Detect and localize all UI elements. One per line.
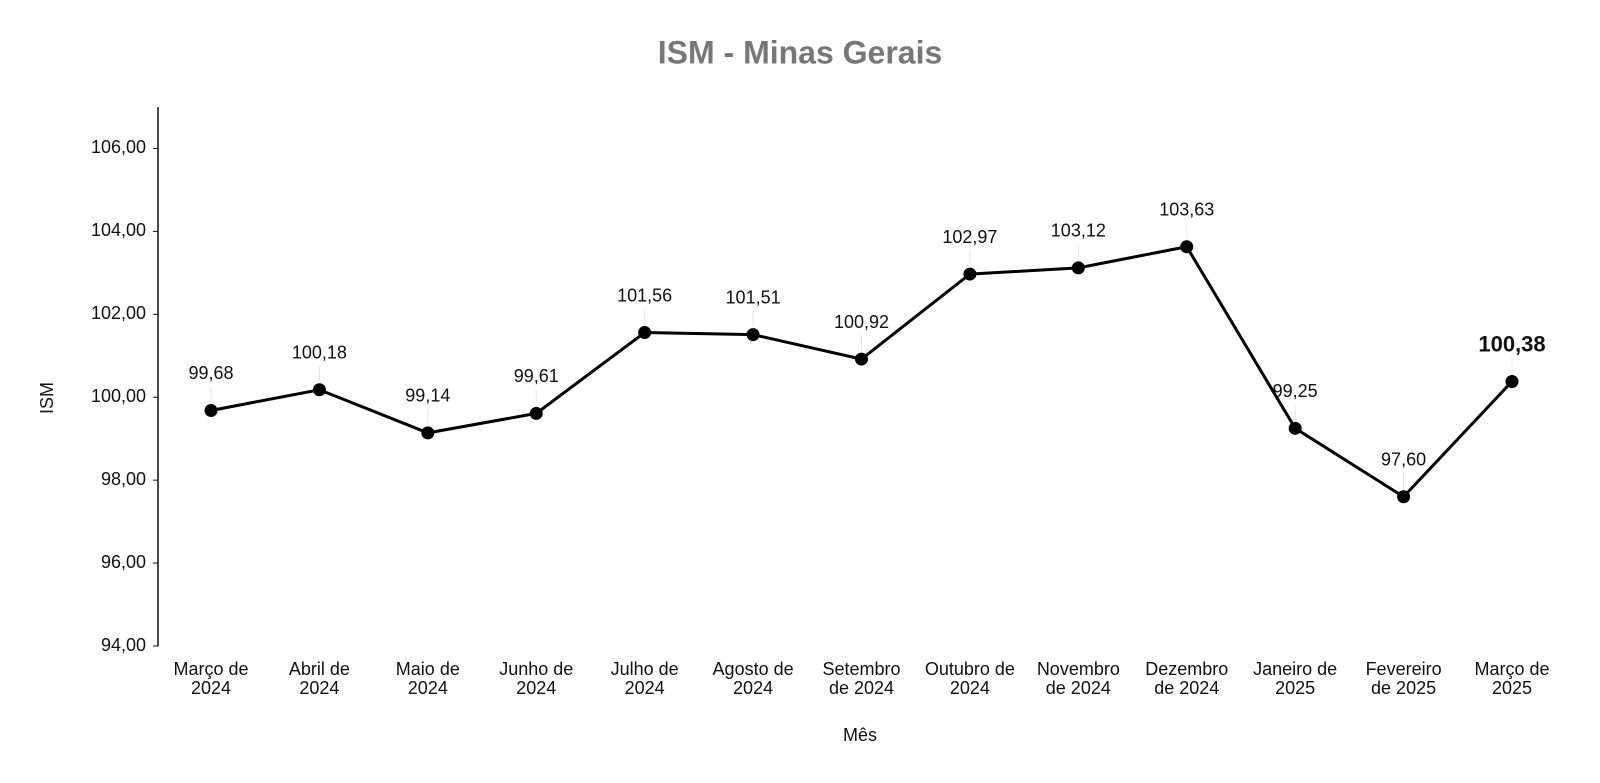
y-tick-label: 106,00 [91,137,146,157]
x-tick-label: Dezembro de 2024 [1145,659,1229,698]
x-tick-label: Janeiro de 2025 [1253,659,1338,698]
y-tick-label: 104,00 [91,220,146,240]
point [1288,421,1302,435]
point [1505,374,1519,388]
x-tick-label: Agosto de 2024 [712,659,794,698]
point [746,328,760,342]
x-tick-label: Novembro de 2024 [1036,659,1120,698]
x-tick-label: Março de 2025 [1474,659,1550,698]
y-tick-label: 98,00 [101,469,146,489]
value-label: 100,38 [1478,331,1545,356]
value-label: 101,51 [726,287,781,307]
value-label: 100,18 [292,343,347,363]
x-axis-label: Mês [843,725,877,745]
x-tick-label: Junho de 2024 [499,659,574,698]
line [210,245,1514,499]
point [529,406,543,420]
x-tick-label: Maio de 2024 [395,659,460,698]
y-tick-label: 102,00 [91,303,146,323]
point [204,403,218,417]
x-tick-label: Março de 2024 [173,659,249,698]
value-label: 103,63 [1159,199,1214,219]
value-label: 103,12 [1051,221,1106,241]
value-label: 99,61 [514,366,559,386]
chart-title: ISM - Minas Gerais [658,34,943,70]
y-tick-label: 94,00 [101,635,146,655]
y-tick-label: 96,00 [101,552,146,572]
value-label: 99,25 [1273,381,1318,401]
point [963,267,977,281]
y-axis-label: ISM [37,382,57,414]
value-label: 101,56 [617,285,672,305]
x-tick-label: Julho de 2024 [610,659,679,698]
x-tick-label: Fevereiro de 2025 [1365,659,1442,698]
value-label: 97,60 [1381,449,1426,469]
x-tick-label: Outubro de 2024 [924,659,1015,698]
point [855,352,868,366]
value-label: 102,97 [942,227,997,247]
value-label: 100,92 [834,312,889,332]
point [1397,490,1411,504]
point [421,426,435,440]
y-tick-label: 100,00 [91,386,146,406]
point [638,326,652,340]
value-label: 99,68 [188,363,233,383]
point [1071,261,1085,275]
x-tick-label: Abril de 2024 [288,659,350,698]
point [312,383,326,397]
x-tick-label: Setembro de 2024 [822,659,901,698]
value-label: 99,14 [405,386,450,406]
point [1180,240,1194,254]
